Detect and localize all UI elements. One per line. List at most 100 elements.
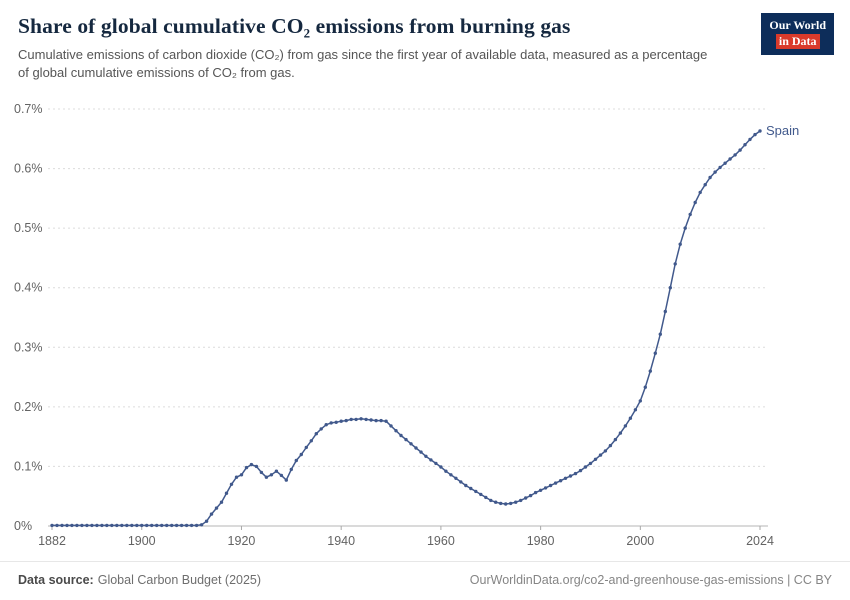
data-point[interactable]	[563, 476, 568, 480]
data-point[interactable]	[603, 449, 608, 453]
data-point[interactable]	[608, 443, 613, 448]
data-source-link[interactable]: Global Carbon Budget (2025)	[97, 573, 262, 587]
data-point[interactable]	[160, 523, 164, 528]
data-point[interactable]	[369, 418, 373, 422]
data-point[interactable]	[214, 506, 219, 510]
data-point[interactable]	[638, 399, 642, 403]
data-point[interactable]	[234, 475, 239, 479]
data-point[interactable]	[409, 442, 413, 446]
data-point[interactable]	[145, 523, 149, 528]
data-point[interactable]	[568, 474, 573, 478]
data-point[interactable]	[110, 523, 114, 528]
data-point[interactable]	[733, 153, 737, 157]
data-point[interactable]	[718, 165, 722, 170]
data-point[interactable]	[439, 465, 443, 469]
data-point[interactable]	[703, 182, 707, 187]
data-point[interactable]	[289, 467, 293, 472]
data-point[interactable]	[189, 523, 194, 528]
owid-url-link[interactable]: OurWorldinData.org/co2-and-greenhouse-ga…	[469, 573, 832, 587]
data-point[interactable]	[519, 498, 523, 503]
data-point[interactable]	[748, 137, 752, 142]
data-point[interactable]	[65, 523, 69, 528]
data-point[interactable]	[80, 523, 84, 528]
data-point[interactable]	[583, 465, 588, 469]
data-point[interactable]	[618, 431, 623, 435]
series-end-label[interactable]: Spain	[766, 123, 799, 138]
data-point[interactable]	[558, 478, 563, 483]
data-point[interactable]	[424, 454, 428, 458]
data-point[interactable]	[449, 473, 453, 477]
data-point[interactable]	[394, 428, 398, 433]
data-point[interactable]	[414, 446, 418, 450]
data-point[interactable]	[643, 385, 647, 389]
data-point[interactable]	[130, 523, 134, 528]
data-point[interactable]	[95, 523, 99, 528]
data-point[interactable]	[204, 519, 209, 523]
data-point[interactable]	[524, 496, 528, 500]
data-point[interactable]	[269, 473, 274, 477]
data-point[interactable]	[194, 523, 199, 528]
data-point[interactable]	[588, 461, 593, 466]
data-point[interactable]	[509, 501, 513, 506]
data-point[interactable]	[553, 481, 558, 485]
data-point[interactable]	[528, 493, 533, 498]
data-point[interactable]	[613, 437, 618, 442]
data-point[interactable]	[758, 129, 762, 133]
data-point[interactable]	[454, 476, 458, 480]
data-point[interactable]	[543, 486, 548, 490]
data-point[interactable]	[279, 473, 284, 478]
data-point[interactable]	[489, 498, 493, 503]
data-point[interactable]	[623, 424, 628, 428]
data-point[interactable]	[723, 161, 727, 165]
data-point[interactable]	[753, 132, 757, 137]
chart-svg[interactable]: 0% 0.1% 0.2% 0.3% 0.4% 0.5% 0.6% 0.7% 1882 1900 19…	[0, 89, 850, 549]
data-point[interactable]	[344, 418, 348, 423]
data-point[interactable]	[573, 471, 578, 476]
data-point[interactable]	[314, 431, 318, 436]
data-point[interactable]	[514, 500, 518, 504]
data-point[interactable]	[339, 419, 343, 423]
data-point[interactable]	[738, 148, 742, 152]
data-point[interactable]	[254, 464, 259, 469]
data-point[interactable]	[538, 488, 543, 492]
data-point[interactable]	[688, 212, 692, 217]
data-point[interactable]	[693, 200, 697, 205]
data-point[interactable]	[120, 523, 124, 528]
data-point[interactable]	[299, 452, 303, 457]
data-point[interactable]	[105, 523, 109, 528]
data-point[interactable]	[728, 157, 732, 161]
data-point[interactable]	[474, 489, 478, 494]
data-point[interactable]	[678, 242, 682, 246]
data-point[interactable]	[593, 457, 598, 461]
data-point[interactable]	[85, 523, 89, 528]
data-point[interactable]	[504, 502, 508, 506]
data-point[interactable]	[274, 469, 279, 473]
data-point[interactable]	[479, 492, 483, 497]
data-point[interactable]	[219, 500, 224, 504]
data-point[interactable]	[374, 418, 378, 423]
data-point[interactable]	[484, 495, 488, 500]
data-point[interactable]	[244, 465, 249, 470]
data-point[interactable]	[229, 482, 234, 486]
data-point[interactable]	[264, 475, 269, 479]
data-point[interactable]	[459, 480, 463, 484]
data-point[interactable]	[239, 473, 244, 477]
data-point[interactable]	[75, 523, 79, 528]
data-point[interactable]	[140, 523, 144, 528]
data-point[interactable]	[533, 490, 538, 495]
data-point[interactable]	[444, 469, 448, 473]
data-point[interactable]	[673, 262, 677, 266]
data-point[interactable]	[419, 450, 423, 454]
data-point[interactable]	[499, 501, 503, 506]
data-point[interactable]	[379, 418, 383, 423]
data-point[interactable]	[259, 470, 264, 475]
data-point[interactable]	[384, 419, 388, 423]
data-point[interactable]	[429, 458, 433, 462]
data-point[interactable]	[399, 433, 403, 438]
data-point[interactable]	[100, 523, 104, 528]
data-point[interactable]	[648, 369, 652, 373]
data-point[interactable]	[464, 483, 468, 488]
data-point[interactable]	[434, 461, 438, 466]
data-point[interactable]	[199, 523, 204, 527]
data-point[interactable]	[683, 226, 687, 230]
